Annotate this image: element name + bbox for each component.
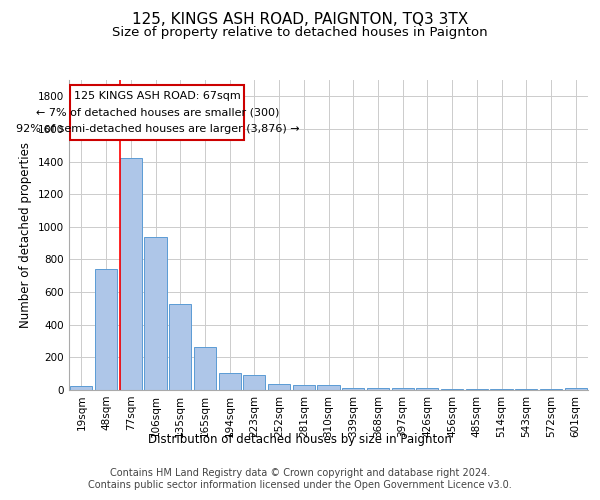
- Bar: [441, 389, 463, 390]
- Text: 92% of semi-detached houses are larger (3,876) →: 92% of semi-detached houses are larger (…: [16, 124, 299, 134]
- Bar: [317, 386, 340, 390]
- FancyBboxPatch shape: [70, 85, 244, 140]
- Bar: [194, 347, 216, 390]
- Bar: [293, 386, 315, 390]
- Text: 125, KINGS ASH ROAD, PAIGNTON, TQ3 3TX: 125, KINGS ASH ROAD, PAIGNTON, TQ3 3TX: [132, 12, 468, 28]
- Bar: [70, 386, 92, 390]
- Text: Distribution of detached houses by size in Paignton: Distribution of detached houses by size …: [148, 432, 452, 446]
- Bar: [367, 388, 389, 390]
- Bar: [268, 384, 290, 390]
- Bar: [565, 388, 587, 390]
- Bar: [169, 304, 191, 390]
- Bar: [145, 236, 167, 390]
- Bar: [119, 158, 142, 390]
- Text: Contains HM Land Registry data © Crown copyright and database right 2024.: Contains HM Land Registry data © Crown c…: [110, 468, 490, 477]
- Bar: [95, 270, 117, 390]
- Bar: [466, 389, 488, 390]
- Bar: [416, 388, 439, 390]
- Text: Size of property relative to detached houses in Paignton: Size of property relative to detached ho…: [112, 26, 488, 39]
- Bar: [218, 373, 241, 390]
- Text: ← 7% of detached houses are smaller (300): ← 7% of detached houses are smaller (300…: [35, 108, 279, 118]
- Text: 125 KINGS ASH ROAD: 67sqm: 125 KINGS ASH ROAD: 67sqm: [74, 91, 241, 101]
- Bar: [540, 389, 562, 390]
- Text: Contains public sector information licensed under the Open Government Licence v3: Contains public sector information licen…: [88, 480, 512, 490]
- Bar: [342, 388, 364, 390]
- Y-axis label: Number of detached properties: Number of detached properties: [19, 142, 32, 328]
- Bar: [243, 374, 265, 390]
- Bar: [515, 389, 538, 390]
- Bar: [392, 388, 414, 390]
- Bar: [490, 389, 512, 390]
